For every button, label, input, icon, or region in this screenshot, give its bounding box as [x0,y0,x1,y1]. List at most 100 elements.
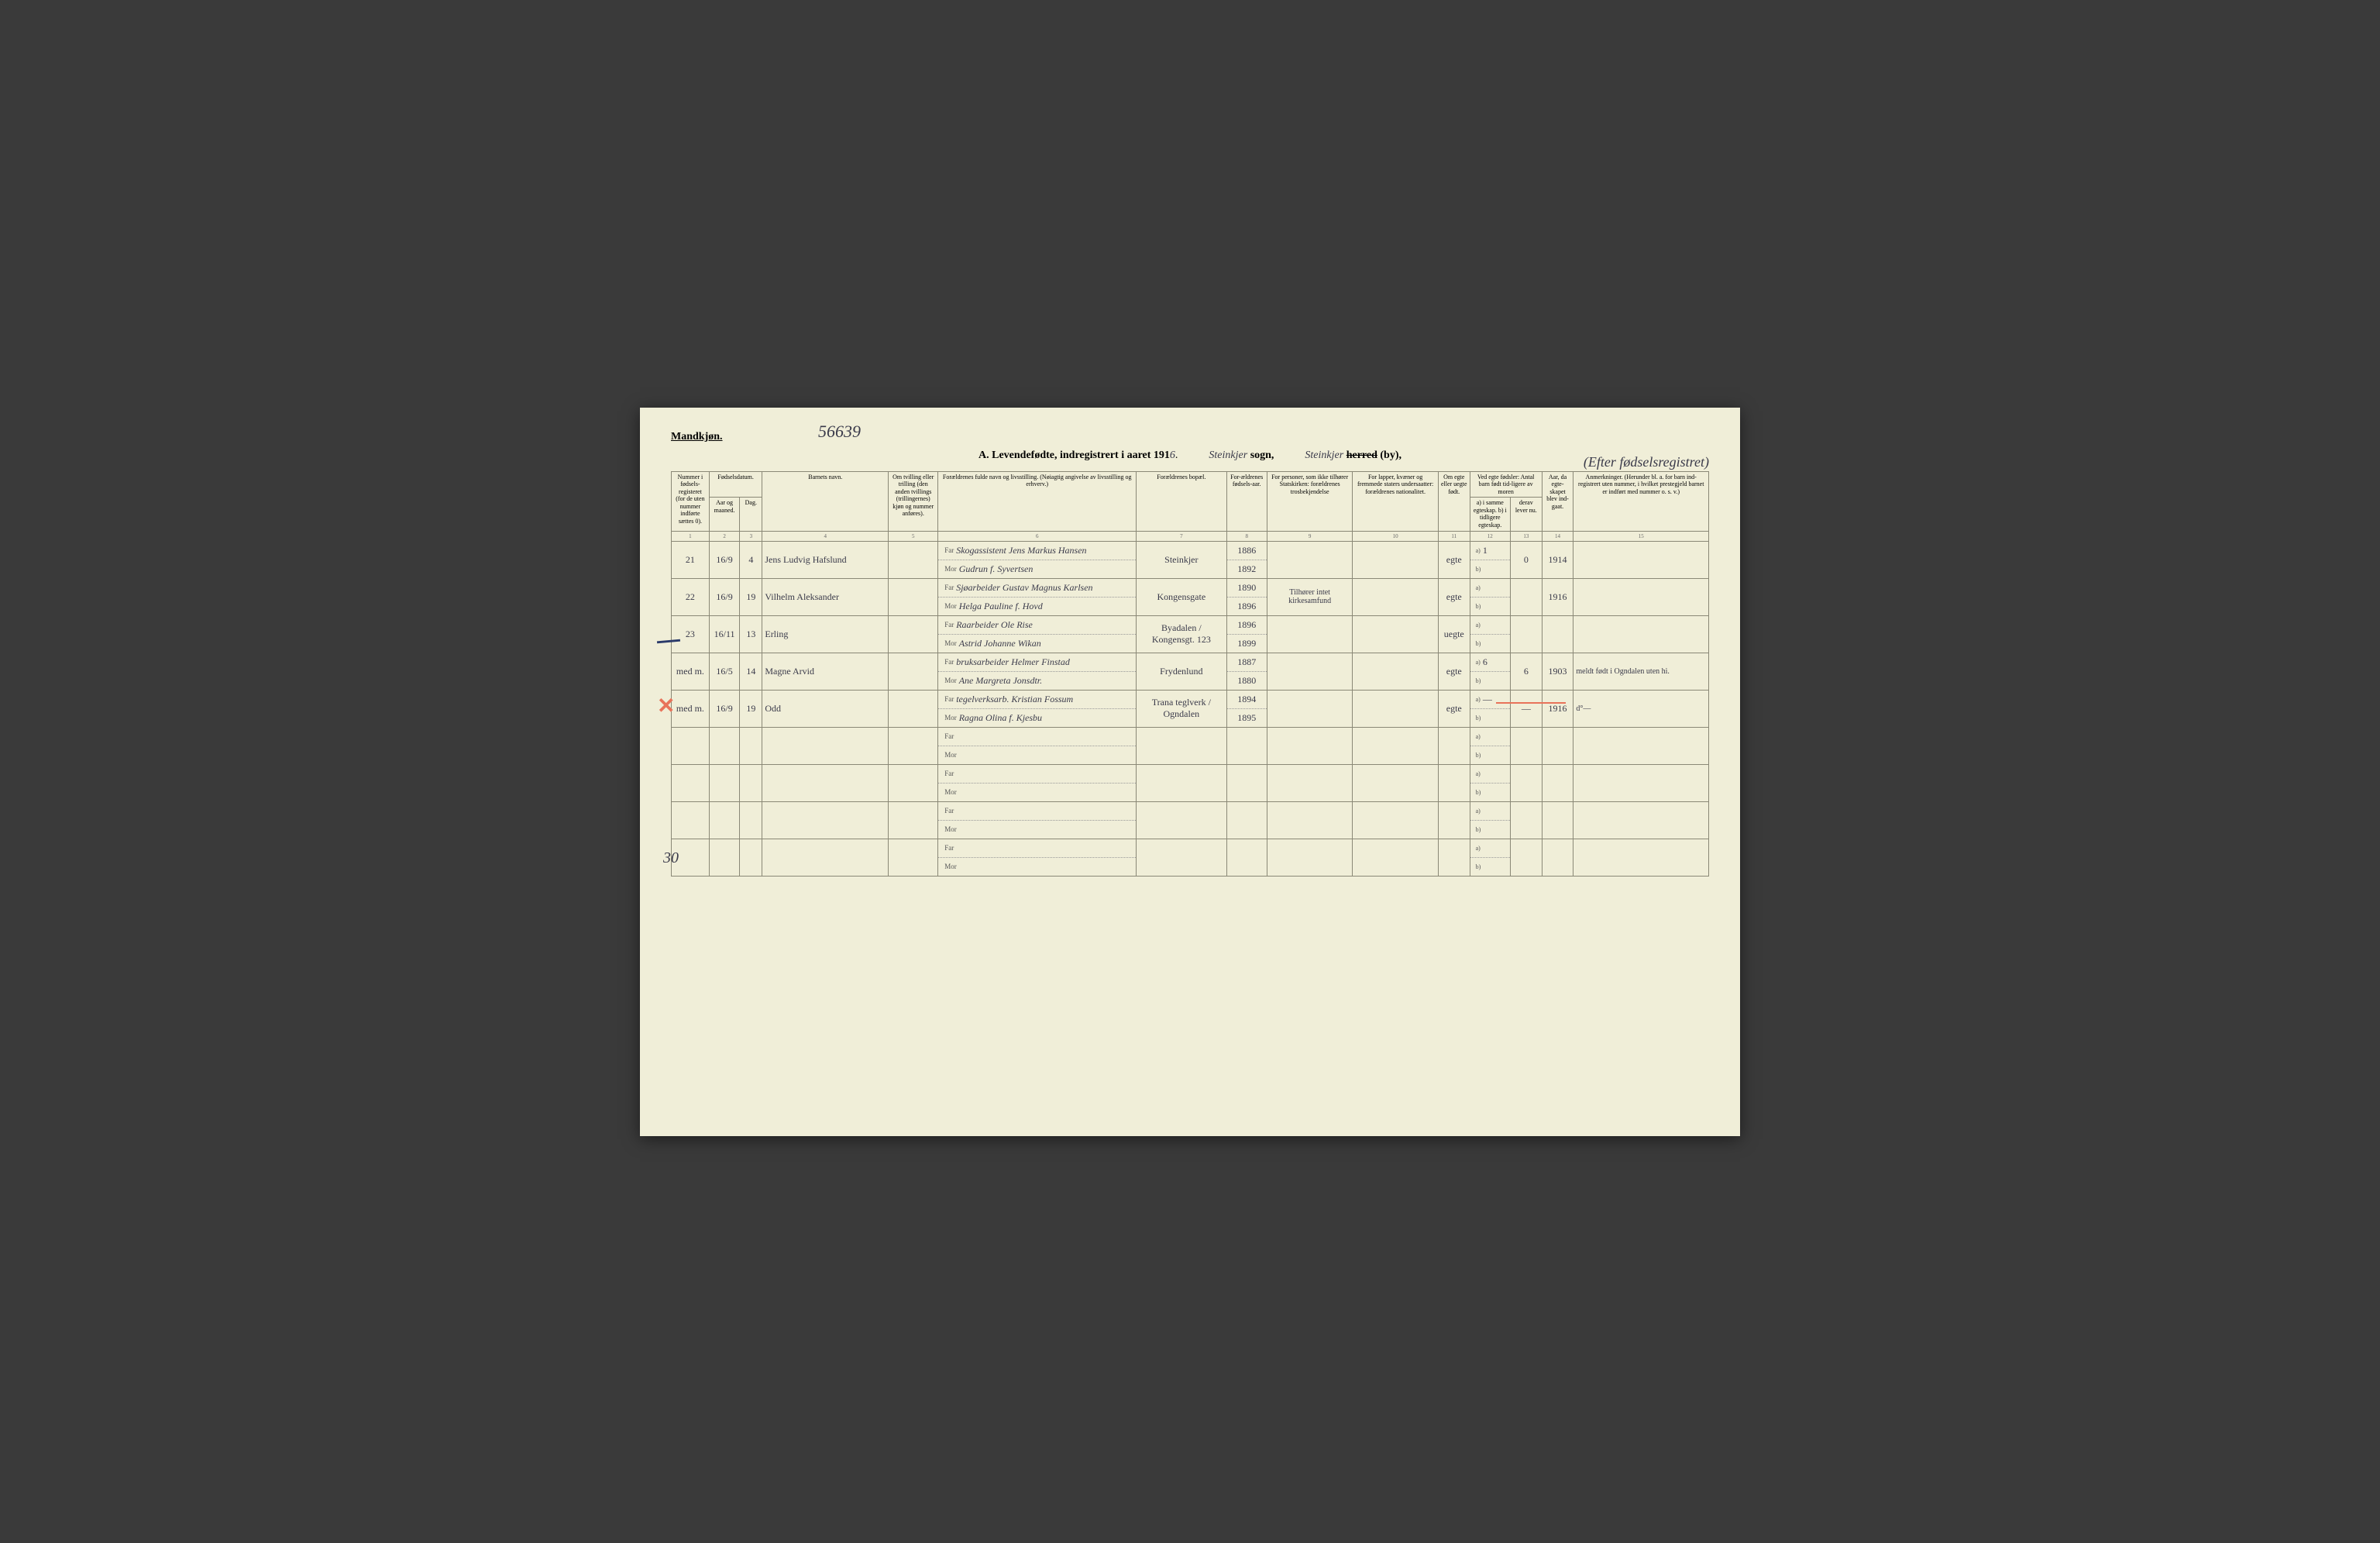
reference-number: 56639 [818,422,861,442]
cell-egte: uegte [1438,615,1470,653]
cell-empty [672,764,710,801]
cell-empty [1573,839,1709,876]
cell-date: 16/11 [709,615,739,653]
cell-empty [672,727,710,764]
cell-empty [1137,764,1226,801]
cell-anm: meldt født i Ogndalen uten hi. [1573,653,1709,690]
cell-day: 19 [740,578,762,615]
col-header-11b: derav lever nu. [1510,498,1542,531]
right-annotation: (Efter fødselsregistret) [1584,454,1709,470]
col-num: 5 [889,531,938,541]
cell-bopael: Kongensgate [1137,578,1226,615]
col-header-4: Om tvilling eller trilling (den anden tv… [889,471,938,531]
col-header-9: For lapper, kvæner og fremmede staters u… [1353,471,1439,531]
herred-by: (by), [1380,449,1402,461]
cell-empty [709,839,739,876]
col-num: 8 [1226,531,1267,541]
cell-empty [1267,727,1353,764]
cell-empty [1573,727,1709,764]
cell-nat [1353,653,1439,690]
cell-empty: a) b) [1470,801,1510,839]
cell-aar [1542,615,1573,653]
cell-nat [1353,578,1439,615]
cell-nat [1353,690,1439,727]
cell-lever: 0 [1510,541,1542,578]
cell-bopael: Byadalen / Kongensgt. 123 [1137,615,1226,653]
cell-empty: a) b) [1470,839,1510,876]
col-header-5: Forældrenes fulde navn og livsstilling. … [938,471,1137,531]
cell-empty [1226,727,1267,764]
table-row: med m. 16/9 19 Odd Far tegelverksarb. Kr… [672,690,1709,727]
cell-empty [1542,727,1573,764]
title-year: 6 [1170,449,1175,461]
cell-ab: a) b) [1470,578,1510,615]
cell-tros: Tilhører intet kirkesamfund [1267,578,1353,615]
cell-num: med m. [672,653,710,690]
x-mark: ✕ [657,693,675,718]
cell-empty [740,801,762,839]
title-prefix: A. [978,449,989,461]
cell-empty [1353,727,1439,764]
col-num: 9 [1267,531,1353,541]
table-row: Far Mor a) b) [672,764,1709,801]
col-header-10: Om egte eller uegte født. [1438,471,1470,531]
col-header-1: Nummer i fødsels-registeret (for de uten… [672,471,710,531]
cell-egte: egte [1438,578,1470,615]
cell-empty [1226,801,1267,839]
cell-bopael: Trana teglverk / Ogndalen [1137,690,1226,727]
cell-tros [1267,653,1353,690]
cell-lever: — [1510,690,1542,727]
table-row: Far Mor a) b) [672,727,1709,764]
cell-empty [672,801,710,839]
cell-twin [889,690,938,727]
cell-empty [762,839,889,876]
cell-empty [762,764,889,801]
cell-anm [1573,615,1709,653]
title-line: A. Levendefødte, indregistrert i aaret 1… [671,449,1709,462]
cell-empty: Far Mor [938,839,1137,876]
cell-ab: a) — b) [1470,690,1510,727]
cell-empty: Far Mor [938,764,1137,801]
cell-num: 22 [672,578,710,615]
cell-name: Vilhelm Aleksander [762,578,889,615]
col-num: 7 [1137,531,1226,541]
cell-empty [1542,801,1573,839]
red-underline [1496,702,1566,704]
cell-empty [1510,764,1542,801]
cell-years: 1890 1896 [1226,578,1267,615]
herred-value: Steinkjer [1305,449,1343,461]
cell-empty [889,839,938,876]
cell-ab: a) b) [1470,615,1510,653]
cell-num: med m. [672,690,710,727]
cell-anm [1573,541,1709,578]
gender-label: Mandkjøn. [671,431,723,443]
cell-empty [1438,764,1470,801]
cell-anm: d°— [1573,690,1709,727]
title-main: Levendefødte, indregistrert i aaret 191 [992,449,1170,461]
cell-bopael: Steinkjer [1137,541,1226,578]
cell-empty [1573,801,1709,839]
table-row: 21 16/9 4 Jens Ludvig Hafslund Far Skoga… [672,541,1709,578]
table-row: Far Mor a) b) [672,801,1709,839]
cell-empty [709,727,739,764]
cell-aar: 1914 [1542,541,1573,578]
col-num: 10 [1353,531,1439,541]
cell-egte: egte [1438,653,1470,690]
cell-empty [889,764,938,801]
cell-date: 16/5 [709,653,739,690]
margin-thirty: 30 [663,849,679,867]
cell-tros [1267,690,1353,727]
cell-twin [889,615,938,653]
cell-empty [1510,801,1542,839]
cell-name: Erling [762,615,889,653]
cell-twin [889,541,938,578]
cell-day: 4 [740,541,762,578]
cell-years: 1894 1895 [1226,690,1267,727]
table-header: Nummer i fødsels-registeret (for de uten… [672,471,1709,541]
cell-empty [1438,801,1470,839]
table-row: Far Mor a) b) [672,839,1709,876]
table-body: 21 16/9 4 Jens Ludvig Hafslund Far Skoga… [672,541,1709,876]
cell-lever [1510,578,1542,615]
register-page: 56639 Mandkjøn. A. Levendefødte, indregi… [640,408,1740,1136]
col-header-8: For personer, som ikke tilhører Statskir… [1267,471,1353,531]
